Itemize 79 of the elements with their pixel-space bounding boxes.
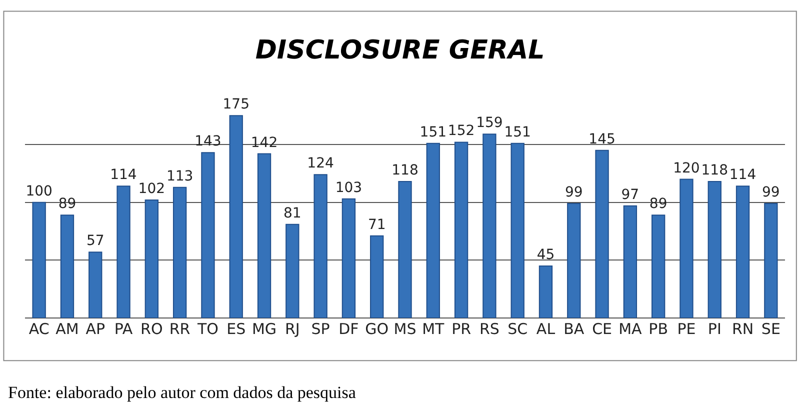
x-tick-label: MG	[252, 320, 277, 338]
bar	[370, 235, 384, 318]
x-tick-label: GO	[365, 320, 389, 338]
x-tick-label: PE	[677, 320, 696, 338]
bar	[482, 134, 496, 318]
data-label: 151	[504, 124, 531, 140]
data-label: 124	[307, 156, 334, 172]
x-tick-label: ES	[226, 320, 246, 338]
x-tick-label: MT	[422, 320, 446, 338]
bar	[454, 142, 468, 318]
x-tick-label: RS	[479, 320, 500, 338]
data-label: 81	[283, 205, 302, 222]
bar	[172, 186, 187, 318]
data-label: 114	[729, 167, 756, 184]
data-label: 152	[448, 123, 475, 140]
data-label: 118	[701, 162, 728, 179]
data-label: 45	[536, 246, 555, 263]
bar	[60, 214, 74, 318]
bar	[314, 174, 328, 318]
bar	[116, 186, 130, 318]
x-tick-label: RJ	[284, 320, 300, 338]
data-label: 99	[762, 184, 780, 201]
bar	[342, 198, 356, 318]
bar	[680, 178, 694, 318]
data-label: 102	[138, 181, 166, 198]
x-tick-label: PB	[648, 320, 668, 338]
bar	[32, 202, 46, 318]
x-tick-label: AC	[28, 320, 50, 338]
bar	[708, 181, 722, 318]
x-tick-label: SE	[761, 320, 780, 338]
x-tick-label: BA	[564, 320, 585, 338]
x-tick-label: SC	[508, 320, 528, 338]
data-label: 100	[26, 183, 52, 200]
x-tick-label: AP	[86, 320, 106, 338]
bar	[652, 214, 666, 318]
x-tick-label: CE	[592, 320, 612, 338]
x-tick-label: AL	[536, 320, 556, 338]
x-tick-label: MA	[618, 320, 643, 338]
x-tick-label: RO	[140, 320, 163, 338]
bar	[286, 224, 300, 318]
source-note: Fonte: elaborado pelo autor com dados da pesquisa	[8, 383, 356, 402]
data-label: 151	[420, 124, 447, 140]
x-tick-label: PA	[114, 320, 134, 338]
bar	[736, 186, 750, 318]
bar	[257, 153, 272, 318]
x-tick-label: AM	[56, 320, 79, 338]
x-tick-label: MS	[394, 320, 416, 338]
bar	[567, 203, 581, 318]
data-label: 120	[673, 160, 700, 176]
data-label: 159	[476, 115, 503, 132]
x-tick-label: PR	[452, 320, 472, 338]
x-tick-label: TO	[196, 320, 218, 338]
data-label: 114	[110, 167, 137, 184]
bar	[398, 181, 412, 318]
x-tick-label: RR	[169, 320, 190, 338]
bar	[426, 142, 440, 318]
data-label: 99	[564, 184, 583, 201]
bar	[538, 265, 553, 318]
data-label: 118	[392, 162, 418, 179]
x-tick-label: DF	[338, 320, 359, 338]
chart-title: DISCLOSURE GERAL	[255, 35, 545, 66]
bar	[510, 142, 524, 318]
data-label: 113	[166, 168, 194, 184]
data-label: 145	[588, 131, 616, 148]
data-label: 97	[621, 186, 640, 203]
data-label: 71	[368, 216, 386, 233]
data-label: 57	[86, 233, 104, 250]
bar	[144, 200, 158, 318]
bar	[201, 152, 215, 318]
x-tick-label: RN	[732, 320, 754, 338]
data-label: 175	[222, 96, 250, 113]
data-label: 103	[335, 180, 362, 196]
bar	[595, 150, 609, 318]
bar	[764, 203, 778, 318]
bar	[229, 115, 243, 318]
bar	[623, 205, 638, 318]
x-tick-label: SP	[311, 320, 330, 338]
x-tick-label: PI	[708, 320, 722, 338]
bar	[88, 252, 102, 318]
